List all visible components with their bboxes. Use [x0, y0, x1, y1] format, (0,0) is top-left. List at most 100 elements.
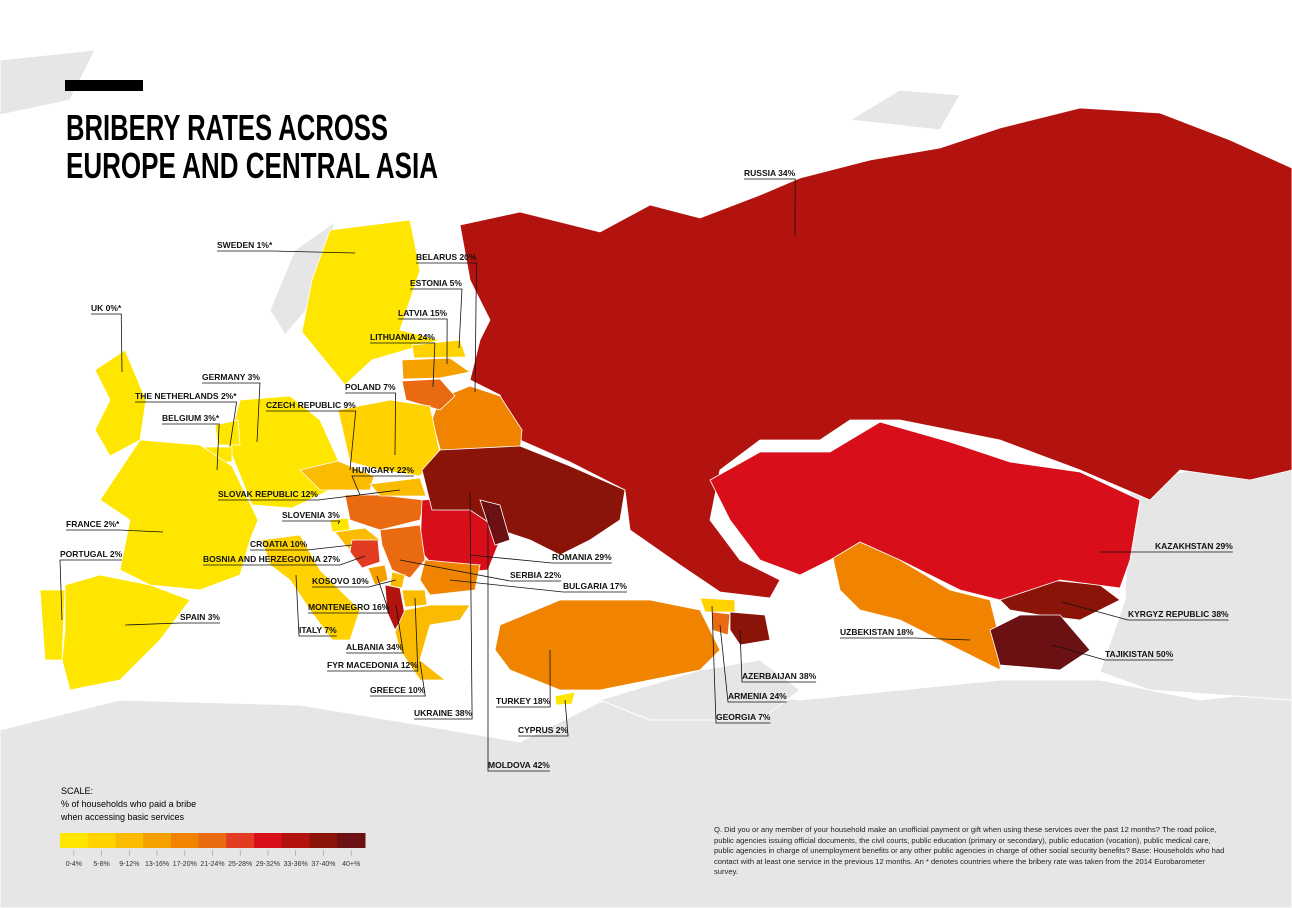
legend-swatch — [309, 833, 338, 848]
country — [299, 460, 375, 491]
country-label: UKRAINE 38% — [414, 708, 473, 718]
country-label: UK 0%* — [91, 303, 122, 313]
title-bar — [65, 80, 143, 91]
title-line: BRIBERY RATES ACROSS — [66, 107, 388, 148]
leader-line — [202, 382, 261, 443]
legend-label: 37-40% — [311, 861, 335, 868]
country-label: SPAIN 3% — [180, 612, 220, 622]
background-land — [0, 49, 1292, 908]
country — [411, 339, 467, 359]
legend: 0-4% 5-8% 9-12% 13-16% 17-20% 21-24% 25-28% 29-… — [60, 833, 366, 868]
legend-label: 0-4% — [66, 861, 82, 868]
country — [94, 349, 147, 457]
land — [1099, 454, 1292, 701]
legend-description: % of households who paid a bribe — [61, 799, 196, 809]
country-label: SLOVENIA 3% — [282, 510, 340, 520]
leader-line — [91, 313, 123, 373]
country — [329, 517, 351, 533]
country-label: UZBEKISTAN 18% — [840, 627, 914, 637]
leader-line — [370, 342, 436, 388]
legend-heading: SCALE: — [61, 786, 93, 796]
country — [261, 534, 361, 641]
country-label: RUSSIA 34% — [744, 168, 796, 178]
leader-line — [469, 554, 612, 564]
country-label: POLAND 7% — [345, 382, 396, 392]
leader-line — [410, 288, 463, 349]
leader-line — [496, 649, 551, 708]
leader-line — [59, 559, 123, 621]
country-label: ROMANIA 29% — [552, 552, 612, 562]
legend-label: 40+% — [342, 861, 360, 868]
leader-line — [250, 544, 353, 551]
country — [479, 499, 511, 546]
leader-line — [312, 579, 397, 588]
leader-line — [1061, 601, 1229, 621]
country-label: AZERBAIJAN 38% — [742, 671, 817, 681]
leader-line — [518, 699, 569, 737]
country-label: ITALY 7% — [299, 625, 337, 635]
country — [989, 614, 1091, 671]
country-label: THE NETHERLANDS 2%* — [135, 391, 237, 401]
leader-line — [218, 489, 401, 501]
country-label: GREECE 10% — [370, 685, 426, 695]
country — [401, 357, 471, 380]
legend-swatch — [87, 833, 116, 848]
country — [711, 611, 731, 636]
country — [214, 419, 241, 446]
country-label: ARMENIA 24% — [728, 691, 787, 701]
leader-line — [449, 579, 627, 593]
leader-line — [1051, 644, 1174, 661]
country-label: MOLDOVA 42% — [488, 760, 550, 770]
country-label: FYR MACEDONIA 12% — [327, 660, 418, 670]
leader-line — [414, 491, 473, 720]
country — [99, 439, 259, 591]
country-label: BELGIUM 3%* — [162, 413, 220, 423]
country — [301, 219, 442, 386]
title-line: EUROPE AND CENTRAL ASIA — [66, 145, 438, 186]
leader-line — [308, 575, 390, 614]
country — [709, 421, 1141, 601]
legend-swatch — [143, 833, 172, 848]
leader-line — [399, 559, 562, 582]
country-label: TURKEY 18% — [496, 696, 551, 706]
country-label: BULGARIA 17% — [563, 581, 627, 591]
legend-swatch — [60, 833, 89, 848]
leader-line — [162, 423, 220, 471]
legend-label: 13-16% — [145, 861, 169, 868]
leader-line — [282, 520, 341, 525]
country-label: LATVIA 15% — [398, 308, 448, 318]
leader-line — [711, 605, 771, 724]
legend-label: 21-24% — [200, 861, 224, 868]
legend-swatch — [337, 833, 366, 848]
country — [554, 691, 576, 706]
land — [848, 89, 961, 131]
legend-swatch — [226, 833, 255, 848]
country — [349, 539, 381, 569]
country — [401, 589, 428, 608]
legend-swatch — [254, 833, 283, 848]
legend-label: 25-28% — [228, 861, 252, 868]
country-label: CROATIA 10% — [250, 539, 308, 549]
legend-swatch — [115, 833, 144, 848]
legend-label: 29-32% — [256, 861, 280, 868]
leader-line — [370, 661, 426, 697]
country — [729, 611, 771, 646]
country-label: ALBANIA 34% — [346, 642, 404, 652]
country-label: SWEDEN 1%* — [217, 240, 273, 250]
country-label: MONTENEGRO 16% — [308, 602, 390, 612]
leader-line — [346, 604, 404, 654]
leader-line — [744, 178, 796, 237]
legend-label: 5-8% — [93, 861, 109, 868]
country-label: TAJIKISTAN 50% — [1105, 649, 1174, 659]
country-label: CZECH REPUBLIC 9% — [266, 400, 356, 410]
legend-label: 33-36% — [284, 861, 308, 868]
legend-swatch — [281, 833, 311, 848]
country — [494, 599, 721, 691]
legend-swatch — [198, 833, 227, 848]
land — [0, 679, 1292, 908]
country-label: LITHUANIA 24% — [370, 332, 435, 342]
country-label: CYPRUS 2% — [518, 725, 569, 735]
legend-swatch — [170, 833, 200, 848]
leader-line — [217, 250, 356, 254]
